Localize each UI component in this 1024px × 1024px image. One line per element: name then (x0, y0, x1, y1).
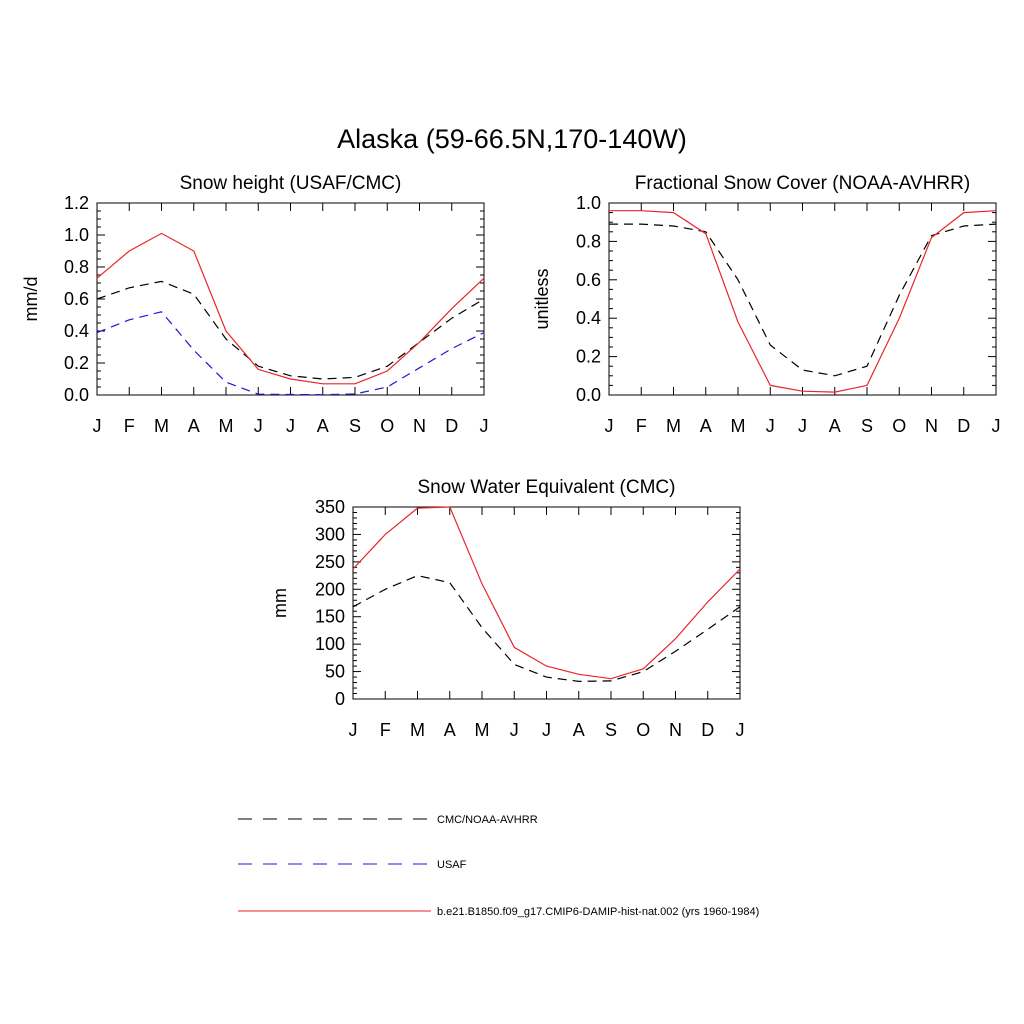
y-tick-label: 150 (315, 607, 345, 627)
panels: Snow height (USAF/CMC)mm/d0.00.20.40.60.… (21, 173, 1001, 740)
plot-frame (96, 202, 485, 396)
y-tick-label: 0.6 (576, 270, 601, 290)
x-tick-label: F (636, 416, 647, 436)
x-tick-label: J (480, 416, 489, 436)
y-tick-label: 0.4 (64, 321, 89, 341)
series-line-usaf (96, 311, 485, 396)
y-ticks: 0.0 0.2 0.4 0.6 0.8 1.0 1.2 (64, 193, 484, 405)
x-tick-label: O (892, 416, 906, 436)
x-tick-label: A (317, 416, 329, 436)
x-tick-label: M (731, 416, 746, 436)
snow-height-panel: Snow height (USAF/CMC)mm/d0.00.20.40.60.… (21, 173, 489, 436)
x-tick-label: J (992, 416, 1001, 436)
y-tick-label: 200 (315, 579, 345, 599)
x-tick-label: A (700, 416, 712, 436)
x-tick-label: F (380, 720, 391, 740)
series-line-cmc (96, 280, 485, 380)
y-tick-label: 0.2 (576, 347, 601, 367)
y-tick-label: 50 (325, 662, 345, 682)
x-tick-label: A (188, 416, 200, 436)
x-tick-label: J (605, 416, 614, 436)
y-tick-label: 0.0 (64, 385, 89, 405)
x-tick-label: J (798, 416, 807, 436)
x-tick-label: J (286, 416, 295, 436)
y-axis-label: mm/d (21, 277, 41, 322)
plot-frame (352, 506, 741, 700)
x-tick-label: N (669, 720, 682, 740)
x-tick-label: J (254, 416, 263, 436)
y-ticks: 0.0 0.2 0.4 0.6 0.8 1.0 (576, 193, 996, 405)
y-tick-label: 0.4 (576, 308, 601, 328)
series-line-model (609, 210, 997, 393)
y-tick-label: 0.8 (64, 257, 89, 277)
x-tick-label: N (413, 416, 426, 436)
y-tick-label: 100 (315, 634, 345, 654)
x-tick-label: J (766, 416, 775, 436)
x-tick-label: D (701, 720, 714, 740)
legend-label: b.e21.B1850.f09_g17.CMIP6-DAMIP-hist-nat… (437, 906, 759, 918)
x-tick-label: D (957, 416, 970, 436)
x-tick-label: M (219, 416, 234, 436)
x-tick-label: J (93, 416, 102, 436)
x-tick-label: J (736, 720, 745, 740)
x-tick-label: J (349, 720, 358, 740)
legend-label: CMC/NOAA-AVHRR (437, 814, 538, 826)
y-tick-label: 0.2 (64, 353, 89, 373)
y-tick-label: 0.8 (576, 231, 601, 251)
y-axis-label: mm (270, 588, 290, 618)
y-tick-label: 1.2 (64, 193, 89, 213)
x-tick-label: J (542, 720, 551, 740)
series-line-model (96, 232, 485, 385)
x-tick-label: F (124, 416, 135, 436)
x-tick-label: S (861, 416, 873, 436)
panel-title: Snow Water Equivalent (CMC) (418, 477, 676, 498)
x-tick-label: O (636, 720, 650, 740)
y-tick-label: 0.0 (576, 385, 601, 405)
x-tick-label: A (573, 720, 585, 740)
y-tick-label: 350 (315, 497, 345, 517)
series-line-model (352, 506, 741, 680)
x-tick-label: S (605, 720, 617, 740)
x-tick-label: M (475, 720, 490, 740)
y-tick-label: 1.0 (64, 225, 89, 245)
y-tick-label: 0.6 (64, 289, 89, 309)
legend-item: USAF (238, 859, 467, 871)
legend-item: CMC/NOAA-AVHRR (238, 814, 538, 826)
x-tick-label: M (410, 720, 425, 740)
x-tick-label: O (380, 416, 394, 436)
figure-title: Alaska (59-66.5N,170-140W) (337, 124, 687, 154)
y-tick-label: 1.0 (576, 193, 601, 213)
x-tick-label: A (444, 720, 456, 740)
panel-title: Fractional Snow Cover (NOAA-AVHRR) (635, 173, 970, 194)
x-tick-label: S (349, 416, 361, 436)
x-tick-label: N (925, 416, 938, 436)
x-tick-label: D (445, 416, 458, 436)
y-tick-label: 300 (315, 524, 345, 544)
legend-item: b.e21.B1850.f09_g17.CMIP6-DAMIP-hist-nat… (238, 906, 759, 918)
x-tick-label: M (154, 416, 169, 436)
snow-cover-panel: Fractional Snow Cover (NOAA-AVHRR) unitle… (532, 173, 1001, 436)
swe-panel: Snow Water Equivalent (CMC) mm 0 50 100 150 20… (270, 477, 745, 740)
x-tick-label: M (666, 416, 681, 436)
plot-frame (608, 202, 997, 396)
legend: CMC/NOAA-AVHRR USAF b.e21.B1850.f09_g17.CM… (238, 814, 759, 918)
y-ticks: 0 50 100 150 200 250 300 350 (315, 497, 740, 709)
legend-label: USAF (437, 859, 467, 871)
x-tick-label: A (829, 416, 841, 436)
y-tick-label: 0 (335, 689, 345, 709)
x-tick-label: J (510, 720, 519, 740)
y-axis-label: unitless (532, 268, 552, 329)
series-line-cmc (609, 223, 997, 377)
series-line-cmc (352, 574, 741, 683)
y-tick-label: 250 (315, 552, 345, 572)
panel-title: Snow height (USAF/CMC) (180, 173, 402, 194)
